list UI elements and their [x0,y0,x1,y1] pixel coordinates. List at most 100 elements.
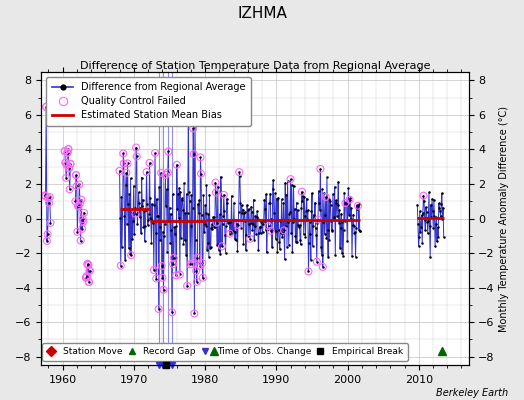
Title: Difference of Station Temperature Data from Regional Average: Difference of Station Temperature Data f… [80,61,430,71]
Point [72,172,80,178]
Point [158,274,167,281]
Point [193,254,202,261]
Point [176,271,184,278]
Point [313,258,321,265]
Point [85,279,93,285]
Point [132,210,140,217]
Point [195,262,204,269]
Point [119,160,128,167]
Point [61,160,70,166]
Point [152,275,160,282]
Point [123,160,132,167]
Point [419,192,428,199]
Point [83,261,92,267]
Point [218,243,226,250]
Point [163,169,172,176]
Point [161,172,170,178]
Point [196,154,204,160]
Point [78,226,86,232]
Point [199,274,207,281]
Point [183,283,191,289]
Point [80,210,88,216]
Point [172,162,181,168]
Point [170,255,178,261]
Point [225,230,234,237]
Point [85,279,93,285]
Point [41,193,50,199]
Point [44,195,52,201]
Point [42,104,50,110]
Point [83,261,92,267]
Point [42,104,50,110]
Point [198,260,206,266]
Point [168,309,176,315]
Point [63,150,72,156]
Point [77,196,85,203]
Point [61,160,70,166]
Point [298,188,306,195]
Point [115,168,124,174]
Point [72,183,81,189]
Point [235,169,244,175]
Point [61,148,69,154]
Point [319,264,327,270]
Point [264,223,272,230]
Point [172,272,180,278]
Point [143,169,151,175]
Point [71,198,80,205]
Text: IZHMA: IZHMA [237,6,287,21]
Point [354,202,362,209]
Point [280,227,288,234]
Point [169,261,178,267]
Point [117,262,125,269]
Point [304,268,313,275]
Point [150,267,158,273]
Point [82,274,90,281]
Point [73,229,82,235]
Point [43,238,51,244]
Point [82,274,90,281]
Point [190,151,198,157]
Point [84,262,92,268]
Point [192,268,200,274]
Point [64,146,72,152]
Point [122,170,130,176]
Point [314,216,322,223]
Point [64,146,72,152]
Point [46,220,54,226]
Point [267,228,275,234]
Point [85,268,94,274]
Point [211,179,220,186]
Point [66,161,74,167]
Point [316,166,324,172]
Legend: Station Move, Record Gap, Time of Obs. Change, Empirical Break: Station Move, Record Gap, Time of Obs. C… [42,343,408,361]
Point [74,203,83,209]
Point [83,273,91,280]
Point [83,273,91,280]
Point [75,181,83,188]
Point [62,175,70,181]
Point [193,279,201,285]
Text: Berkeley Earth: Berkeley Earth [436,388,508,398]
Point [79,216,87,222]
Point [188,261,196,267]
Point [133,153,141,160]
Point [119,150,127,157]
Point [74,203,82,210]
Point [63,162,71,168]
Point [65,165,73,172]
Point [72,172,80,178]
Point [212,189,220,196]
Point [85,268,94,274]
Point [158,263,166,269]
Point [63,150,72,156]
Point [40,192,49,199]
Point [76,200,84,206]
Point [246,236,254,242]
Point [322,194,330,200]
Point [345,196,354,203]
Point [190,310,199,317]
Point [197,170,205,177]
Point [341,200,350,206]
Point [191,97,199,103]
